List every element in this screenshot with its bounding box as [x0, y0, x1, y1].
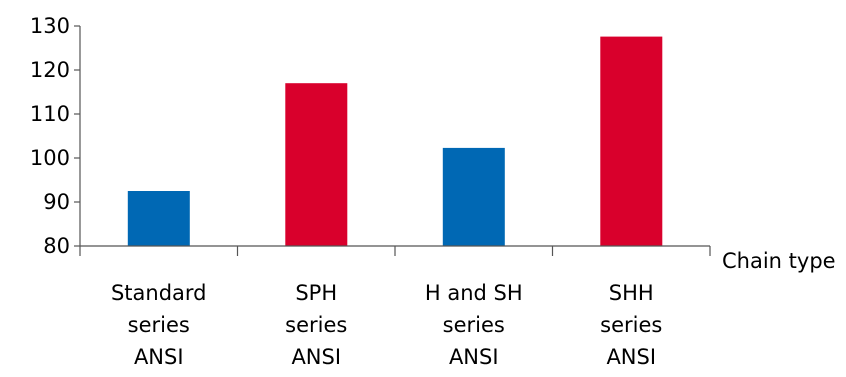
category-label-2-line-1: series [443, 313, 505, 337]
category-label-2-line-0: H and SH [425, 281, 523, 305]
category-label-1-line-2: ANSI [291, 345, 341, 369]
bar-3 [600, 36, 663, 246]
category-label-2: H and SH series ANSI [425, 281, 523, 369]
category-label-3-line-0: SHH [609, 281, 654, 305]
bar-0 [127, 191, 190, 246]
bars-layer [127, 36, 663, 246]
y-tick-label-1: 90 [43, 190, 70, 214]
y-tick-label-0: 80 [43, 234, 70, 258]
x-axis-title: Chain type [722, 249, 836, 273]
category-label-0: Standard series ANSI [111, 281, 207, 369]
category-label-1: SPH series ANSI [285, 281, 347, 369]
category-label-3-line-2: ANSI [606, 345, 656, 369]
category-label-3: SHH series ANSI [600, 281, 662, 369]
category-label-0-line-0: Standard [111, 281, 207, 305]
category-label-0-line-1: series [128, 313, 190, 337]
bar-1 [285, 83, 348, 246]
category-label-1-line-0: SPH [295, 281, 337, 305]
bar-2 [442, 147, 505, 246]
y-tick-label-3: 110 [30, 102, 70, 126]
y-tick-label-2: 100 [30, 146, 70, 170]
y-tick-label-5: 130 [30, 14, 70, 38]
axes-layer [74, 25, 711, 256]
y-tick-label-4: 120 [30, 58, 70, 82]
category-label-0-line-2: ANSI [134, 345, 184, 369]
category-label-2-line-2: ANSI [449, 345, 499, 369]
category-label-1-line-1: series [285, 313, 347, 337]
x-category-labels-layer: Standard series ANSI SPH series ANSI H and SH s… [111, 281, 662, 369]
y-ticks-layer: 80 90 100 110 120 130 [30, 14, 70, 258]
category-label-3-line-1: series [600, 313, 662, 337]
